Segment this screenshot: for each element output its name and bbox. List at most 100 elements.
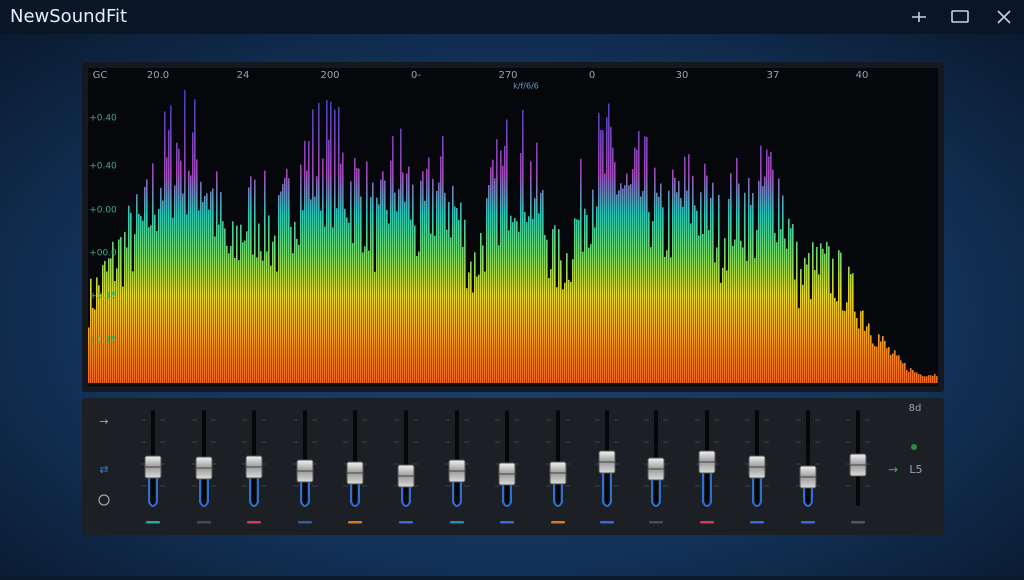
spectrum-bar bbox=[146, 179, 148, 385]
freq-label: 30 bbox=[676, 70, 689, 81]
spectrum-bar bbox=[230, 245, 232, 385]
spectrum-bar bbox=[384, 180, 386, 385]
spectrum-bar bbox=[886, 348, 888, 385]
spectrum-bar bbox=[114, 280, 116, 385]
spectrum-bar bbox=[258, 223, 260, 385]
spectrum-bar bbox=[476, 276, 478, 385]
spectrum-bar bbox=[90, 278, 92, 385]
spectrum-bar bbox=[134, 234, 136, 385]
spectrum-bar bbox=[352, 242, 354, 385]
spectrum-bar bbox=[522, 109, 524, 386]
spectrum-bar bbox=[610, 126, 612, 385]
spectrum-bar bbox=[558, 229, 560, 385]
band-indicator bbox=[851, 521, 865, 524]
spectrum-bar bbox=[156, 231, 158, 385]
spectrum-bar bbox=[616, 194, 618, 385]
spectrum-bar bbox=[252, 254, 254, 385]
spectrum-bar bbox=[552, 229, 554, 385]
swap-icon[interactable]: ⇄ bbox=[99, 463, 108, 476]
spectrum-bar bbox=[262, 260, 264, 385]
spectrum-bar bbox=[404, 201, 406, 385]
spectrum-bar bbox=[826, 241, 828, 385]
freq-label: 0 bbox=[589, 70, 595, 81]
spectrum-bar bbox=[432, 178, 434, 385]
window-button[interactable] bbox=[951, 10, 969, 23]
spectrum-bar bbox=[254, 179, 256, 385]
spectrum-bar bbox=[506, 119, 508, 385]
spectrum-bar bbox=[344, 208, 346, 385]
spectrum-bar bbox=[202, 201, 204, 385]
slider-track bbox=[556, 410, 560, 506]
spectrum-bar bbox=[330, 101, 332, 386]
spectrum-bar bbox=[548, 278, 550, 385]
slider-track bbox=[455, 410, 459, 506]
spectrum-bar bbox=[498, 245, 500, 385]
spectrum-bar bbox=[122, 286, 124, 385]
spectrum-bar bbox=[396, 211, 398, 385]
spectrum-bar bbox=[120, 237, 122, 385]
spectrum-bar bbox=[336, 208, 338, 385]
spectrum-bar bbox=[356, 167, 358, 385]
spectrum-bar bbox=[108, 258, 110, 385]
spectrum-bar bbox=[422, 171, 424, 385]
spectrum-bar bbox=[536, 142, 538, 385]
freq-label: 200 bbox=[320, 70, 339, 81]
spectrum-bar bbox=[138, 213, 140, 385]
spectrum-bar bbox=[872, 343, 874, 385]
spectrum-bar bbox=[792, 223, 794, 385]
spectrum-bar bbox=[680, 198, 682, 385]
search-icon[interactable] bbox=[98, 494, 110, 506]
spectrum-bar bbox=[176, 142, 178, 385]
spectrum-bar bbox=[808, 253, 810, 385]
spectrum-bar bbox=[640, 196, 642, 385]
spectrum-bar bbox=[474, 252, 476, 385]
spectrum-bar bbox=[796, 241, 798, 385]
spectrum-bar bbox=[654, 167, 656, 385]
arrow-icon[interactable]: → bbox=[99, 415, 108, 428]
slider-fill bbox=[602, 461, 612, 507]
spectrum-bar bbox=[484, 271, 486, 385]
spectrum-bar bbox=[496, 139, 498, 385]
spectrum-bar bbox=[322, 158, 324, 385]
spectrum-bar bbox=[824, 253, 826, 385]
spectrum-bar bbox=[452, 185, 454, 385]
spectrum-bar bbox=[316, 176, 318, 385]
spectrum-bar bbox=[594, 227, 596, 385]
spectrum-bar bbox=[698, 235, 700, 385]
slider-fill bbox=[752, 466, 762, 507]
forward-icon[interactable]: → bbox=[888, 463, 898, 477]
spectrum-bar bbox=[362, 252, 364, 385]
spectrum-bar bbox=[118, 239, 120, 385]
pin-button[interactable] bbox=[912, 12, 926, 22]
band-indicator bbox=[600, 521, 614, 524]
spectrum-bar bbox=[400, 128, 402, 385]
spectrum-bar bbox=[538, 213, 540, 385]
spectrum-bar bbox=[304, 140, 306, 385]
spectrum-bar bbox=[568, 279, 570, 385]
spectrum-bar bbox=[562, 289, 564, 385]
spectrum-bar bbox=[382, 171, 384, 385]
spectrum-bar bbox=[310, 199, 312, 385]
band-indicator bbox=[500, 521, 514, 524]
band-indicator bbox=[649, 521, 663, 524]
spectrum-bar bbox=[858, 328, 860, 385]
freq-label: 24 bbox=[237, 70, 250, 81]
level-label: +00.0 bbox=[89, 249, 117, 259]
spectrum-bar bbox=[488, 185, 490, 385]
spectrum-bar bbox=[168, 130, 170, 385]
spectrum-bar bbox=[164, 111, 166, 385]
spectrum-bar bbox=[764, 176, 766, 385]
spectrum-bar bbox=[300, 164, 302, 385]
close-button[interactable] bbox=[997, 10, 1011, 24]
slider-fill bbox=[702, 461, 712, 507]
spectrum-bar bbox=[804, 257, 806, 385]
spectrum-bar bbox=[354, 158, 356, 385]
spectrum-bar bbox=[860, 311, 862, 385]
spectrum-bar bbox=[490, 167, 492, 385]
spectrum-bar bbox=[530, 161, 532, 385]
equalizer bbox=[141, 410, 870, 524]
spectrum-bar bbox=[928, 375, 930, 385]
spectrum-bar bbox=[406, 173, 408, 385]
band-indicator bbox=[700, 521, 714, 524]
spectrum-bar bbox=[260, 251, 262, 385]
